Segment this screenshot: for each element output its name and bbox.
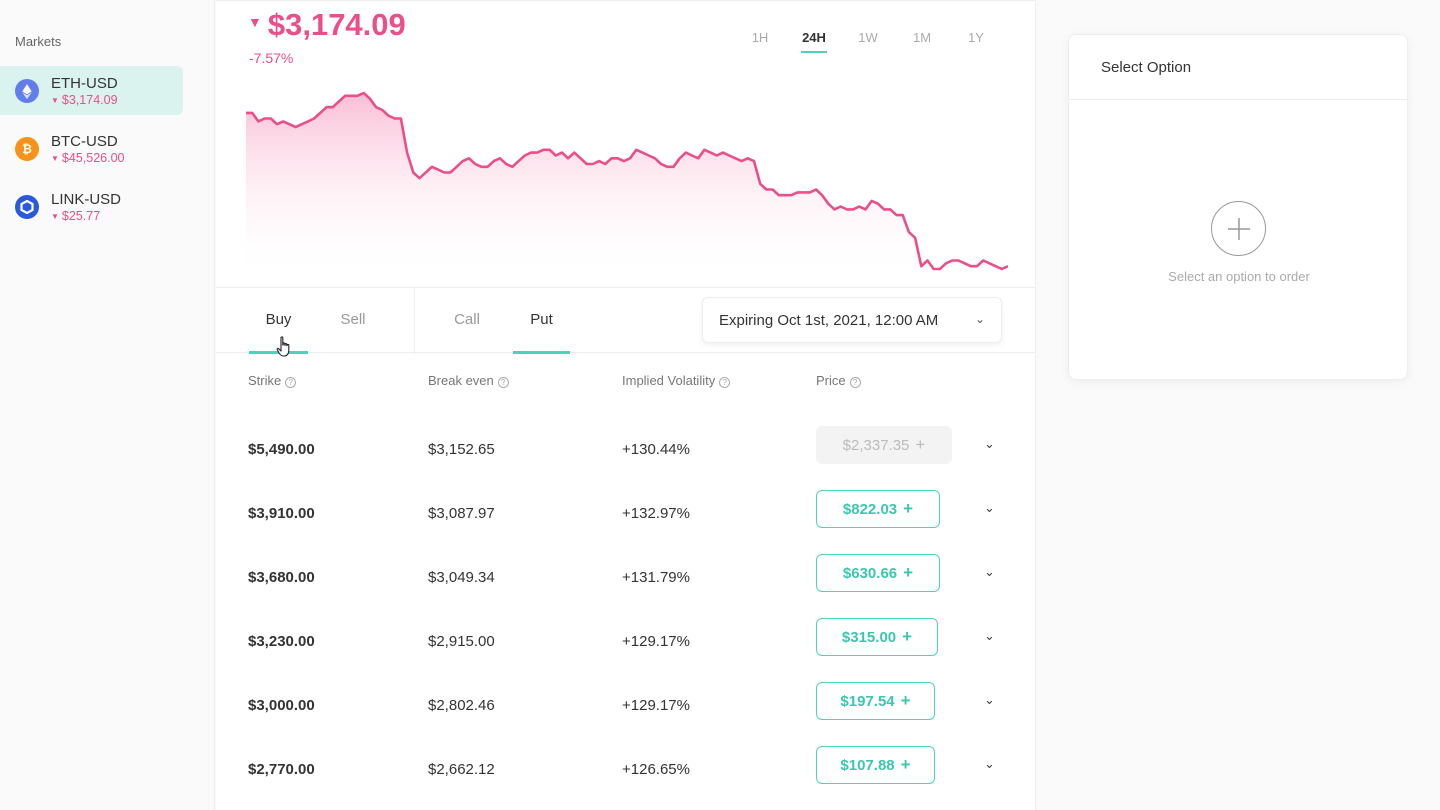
- chevron-down-icon: ⌄: [974, 312, 985, 326]
- price-button[interactable]: $630.66 +: [816, 554, 940, 592]
- chart-line: [246, 91, 1008, 271]
- order-panel-title: Select Option: [1101, 59, 1192, 76]
- market-price: ▼ $3,174.09: [51, 93, 118, 107]
- market-pair: ETH-USD: [51, 75, 118, 92]
- iv-cell: +129.17%: [622, 633, 690, 650]
- down-arrow-icon: ▼: [51, 212, 59, 221]
- range-1y[interactable]: 1Y: [968, 30, 984, 45]
- down-arrow-icon: ▼: [51, 96, 59, 105]
- iv-cell: +131.79%: [622, 569, 690, 586]
- expand-chevron-icon[interactable]: ⌄: [984, 500, 995, 515]
- header-implied-volatility: Implied Volatility?: [622, 373, 731, 388]
- market-pair: LINK-USD: [51, 191, 122, 208]
- price-button[interactable]: $197.54 +: [816, 682, 935, 720]
- range-1w[interactable]: 1W: [858, 30, 878, 45]
- table-row: $3,910.00 $3,087.97 +132.97% $822.03 + ⌄: [216, 483, 1036, 547]
- strike-cell: $3,000.00: [248, 697, 315, 714]
- hand-cursor-icon: [276, 336, 290, 357]
- break-even-cell: $3,087.97: [428, 505, 495, 522]
- chainlink-icon: [15, 195, 39, 219]
- order-panel: Select Option Select an option to order: [1068, 34, 1409, 380]
- help-icon[interactable]: ?: [285, 377, 297, 388]
- market-pair: BTC-USD: [51, 133, 118, 150]
- help-icon[interactable]: ?: [719, 377, 731, 388]
- expand-chevron-icon[interactable]: ⌄: [984, 564, 995, 579]
- range-1h[interactable]: 1H: [751, 30, 769, 45]
- table-row: $3,000.00 $2,802.46 +129.17% $197.54 + ⌄: [216, 675, 1036, 739]
- break-even-cell: $3,152.65: [428, 441, 495, 458]
- price-button[interactable]: $107.88 +: [816, 746, 935, 784]
- expand-chevron-icon[interactable]: ⌄: [984, 756, 995, 771]
- market-item-link-usd[interactable]: LINK-USD ▼ $25.77: [0, 182, 183, 231]
- break-even-cell: $2,802.46: [428, 697, 495, 714]
- strike-cell: $2,770.00: [248, 761, 315, 778]
- main-panel: ▼ $3,174.09 -7.57% 1H 24H 1W 1M 1Y Buy Se…: [216, 0, 1036, 810]
- plus-icon: +: [903, 563, 914, 582]
- price-button[interactable]: $822.03 +: [816, 490, 940, 528]
- header-strike: Strike?: [248, 373, 297, 388]
- expand-chevron-icon[interactable]: ⌄: [984, 628, 995, 643]
- chart-area: [246, 93, 1008, 279]
- markets-heading: Markets: [15, 34, 62, 49]
- divider: [1069, 99, 1409, 100]
- market-item-eth-usd[interactable]: ETH-USD ▼ $3,174.09: [0, 66, 183, 115]
- table-row: $3,230.00 $2,915.00 +129.17% $315.00 + ⌄: [216, 611, 1036, 675]
- price-change: -7.57%: [249, 50, 294, 66]
- iv-cell: +132.97%: [622, 505, 690, 522]
- header-price: Price?: [816, 373, 861, 388]
- range-24h[interactable]: 24H: [787, 30, 841, 53]
- plus-icon: +: [902, 627, 913, 646]
- order-hint: Select an option to order: [1168, 269, 1310, 284]
- price-button[interactable]: $315.00 +: [816, 618, 938, 656]
- iv-cell: +126.65%: [622, 761, 690, 778]
- price-chart: [246, 91, 1008, 279]
- tab-sell[interactable]: Sell: [340, 310, 366, 328]
- tab-call[interactable]: Call: [454, 310, 480, 328]
- plus-icon: +: [903, 499, 914, 518]
- plus-icon: +: [915, 435, 926, 454]
- current-price: ▼ $3,174.09: [248, 7, 406, 42]
- order-tabs-bar: Buy Sell Call Put Expiring Oct 1st, 2021…: [216, 287, 1036, 354]
- bitcoin-icon: ₿: [15, 137, 39, 161]
- break-even-cell: $2,662.12: [428, 761, 495, 778]
- iv-cell: +130.44%: [622, 441, 690, 458]
- market-item-btc-usd[interactable]: ₿ BTC-USD ▼ $45,526.00: [0, 124, 183, 173]
- time-range-selector: 1H 24H 1W 1M 1Y: [733, 30, 1003, 53]
- expiry-dropdown[interactable]: Expiring Oct 1st, 2021, 12:00 AM ⌄: [702, 297, 1002, 343]
- header-break-even: Break even?: [428, 373, 509, 388]
- price-button[interactable]: $2,337.35 +: [816, 426, 952, 464]
- plus-icon: +: [900, 691, 911, 710]
- expand-chevron-icon[interactable]: ⌄: [984, 436, 995, 451]
- table-row: $5,490.00 $3,152.65 +130.44% $2,337.35 + …: [216, 419, 1036, 483]
- help-icon[interactable]: ?: [497, 377, 509, 388]
- table-row: $2,770.00 $2,662.12 +126.65% $107.88 + ⌄: [216, 739, 1036, 803]
- add-option-icon[interactable]: [1211, 201, 1266, 256]
- tab-divider: [414, 288, 415, 354]
- strike-cell: $3,910.00: [248, 505, 315, 522]
- expiry-label: Expiring Oct 1st, 2021, 12:00 AM: [719, 311, 939, 329]
- market-price: ▼ $25.77: [51, 209, 101, 223]
- plus-icon: +: [900, 755, 911, 774]
- range-1m[interactable]: 1M: [912, 30, 932, 45]
- iv-cell: +129.17%: [622, 697, 690, 714]
- market-price: ▼ $45,526.00: [51, 151, 125, 165]
- table-header: Strike? Break even? Implied Volatility? …: [216, 373, 1036, 393]
- strike-cell: $3,680.00: [248, 569, 315, 586]
- help-icon[interactable]: ?: [849, 377, 861, 388]
- sidebar: Markets ETH-USD ▼ $3,174.09 ₿ BTC-USD ▼ $4…: [0, 0, 215, 810]
- strike-cell: $3,230.00: [248, 633, 315, 650]
- ethereum-icon: [15, 79, 39, 103]
- table-row: $3,680.00 $3,049.34 +131.79% $630.66 + ⌄: [216, 547, 1036, 611]
- break-even-cell: $3,049.34: [428, 569, 495, 586]
- break-even-cell: $2,915.00: [428, 633, 495, 650]
- expand-chevron-icon[interactable]: ⌄: [984, 692, 995, 707]
- down-arrow-icon: ▼: [51, 154, 59, 163]
- strike-cell: $5,490.00: [248, 441, 315, 458]
- down-arrow-icon: ▼: [248, 14, 262, 30]
- tab-put[interactable]: Put: [513, 288, 570, 354]
